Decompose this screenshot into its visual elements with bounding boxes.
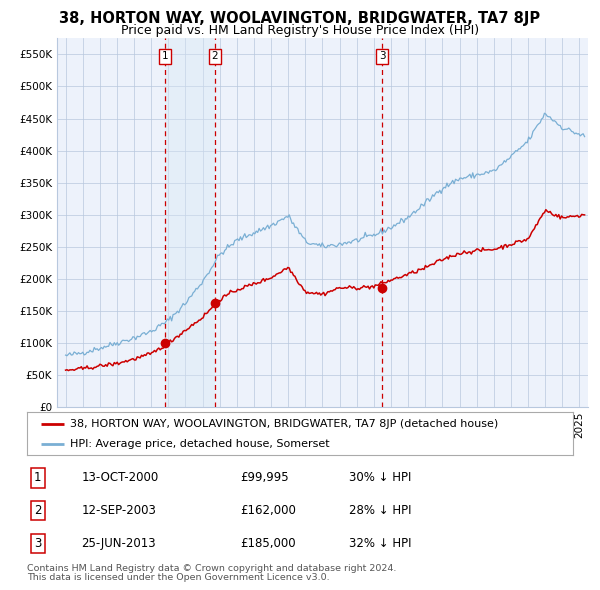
Bar <box>165 38 215 407</box>
Text: 2: 2 <box>34 504 41 517</box>
Text: 28% ↓ HPI: 28% ↓ HPI <box>349 504 412 517</box>
Text: This data is licensed under the Open Government Licence v3.0.: This data is licensed under the Open Gov… <box>27 573 329 582</box>
Text: 25-JUN-2013: 25-JUN-2013 <box>82 537 156 550</box>
Text: £99,995: £99,995 <box>240 471 289 484</box>
Text: Contains HM Land Registry data © Crown copyright and database right 2024.: Contains HM Land Registry data © Crown c… <box>27 564 397 573</box>
Text: 13-OCT-2000: 13-OCT-2000 <box>82 471 159 484</box>
Text: £162,000: £162,000 <box>240 504 296 517</box>
Text: 38, HORTON WAY, WOOLAVINGTON, BRIDGWATER, TA7 8JP: 38, HORTON WAY, WOOLAVINGTON, BRIDGWATER… <box>59 11 541 25</box>
Text: £185,000: £185,000 <box>240 537 296 550</box>
Text: HPI: Average price, detached house, Somerset: HPI: Average price, detached house, Some… <box>70 439 329 449</box>
Text: 3: 3 <box>379 51 385 61</box>
Text: 38, HORTON WAY, WOOLAVINGTON, BRIDGWATER, TA7 8JP (detached house): 38, HORTON WAY, WOOLAVINGTON, BRIDGWATER… <box>70 419 498 429</box>
Text: 30% ↓ HPI: 30% ↓ HPI <box>349 471 412 484</box>
Text: 1: 1 <box>161 51 168 61</box>
Text: 2: 2 <box>211 51 218 61</box>
Text: 1: 1 <box>34 471 41 484</box>
Text: 12-SEP-2003: 12-SEP-2003 <box>82 504 157 517</box>
Text: Price paid vs. HM Land Registry's House Price Index (HPI): Price paid vs. HM Land Registry's House … <box>121 24 479 37</box>
Text: 3: 3 <box>34 537 41 550</box>
Text: 32% ↓ HPI: 32% ↓ HPI <box>349 537 412 550</box>
